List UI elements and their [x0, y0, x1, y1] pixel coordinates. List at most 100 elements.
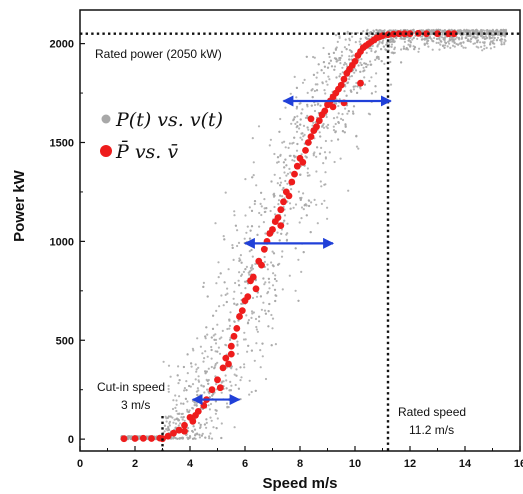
scatter-point-measured	[262, 277, 265, 280]
scatter-point-measured	[349, 89, 352, 92]
scatter-point-measured	[223, 281, 226, 284]
scatter-point-measured	[168, 420, 172, 423]
rated-speed-label-line2: 11.2 m/s	[409, 423, 454, 437]
scatter-point-measured	[197, 421, 200, 425]
scatter-point-measured	[402, 45, 405, 48]
scatter-point-measured	[236, 340, 239, 343]
scatter-point-averaged	[244, 293, 252, 301]
scatter-point-measured	[352, 85, 355, 88]
scatter-point-measured	[450, 28, 453, 31]
scatter-point-measured	[486, 29, 489, 32]
scatter-point-measured	[239, 398, 242, 401]
scatter-point-measured	[176, 437, 179, 440]
scatter-point-measured	[197, 380, 201, 383]
scatter-point-averaged	[406, 30, 414, 38]
scatter-point-measured	[367, 112, 370, 115]
scatter-point-measured	[339, 157, 342, 160]
scatter-point-measured	[218, 337, 221, 340]
scatter-point-averaged	[216, 384, 224, 392]
scatter-point-measured	[269, 138, 272, 141]
scatter-point-measured	[172, 421, 175, 424]
scatter-point-measured	[323, 183, 326, 186]
scatter-point-measured	[321, 124, 324, 127]
scatter-point-measured	[315, 155, 318, 158]
scatter-point-measured	[389, 83, 393, 86]
scatter-point-measured	[293, 136, 296, 139]
scatter-point-measured	[129, 437, 132, 440]
scatter-point-measured	[215, 282, 218, 285]
scatter-point-measured	[449, 38, 452, 42]
scatter-point-averaged	[222, 354, 230, 362]
scatter-point-measured	[503, 41, 506, 44]
scatter-point-measured	[250, 248, 253, 252]
scatter-point-measured	[285, 239, 288, 242]
scatter-point-measured	[253, 202, 256, 206]
scatter-point-measured	[202, 281, 205, 284]
scatter-point-measured	[392, 52, 395, 55]
scatter-point-measured	[255, 184, 258, 187]
scatter-point-measured	[488, 36, 492, 39]
scatter-point-measured	[276, 161, 279, 164]
scatter-point-measured	[346, 30, 349, 33]
scatter-point-measured	[279, 184, 282, 187]
scatter-point-measured	[204, 335, 207, 338]
scatter-point-measured	[465, 30, 469, 33]
scatter-point-measured	[313, 109, 317, 113]
scatter-point-measured	[254, 317, 258, 321]
scatter-point-averaged	[233, 325, 241, 332]
scatter-point-measured	[339, 62, 342, 65]
scatter-point-measured	[427, 45, 430, 48]
scatter-point-measured	[284, 179, 287, 183]
scatter-point-measured	[318, 131, 321, 134]
scatter-point-measured	[346, 81, 349, 85]
scatter-point-measured	[162, 360, 165, 363]
scatter-point-measured	[295, 130, 299, 133]
scatter-point-measured	[174, 406, 177, 409]
scatter-point-measured	[444, 41, 448, 45]
scatter-point-measured	[229, 389, 232, 392]
scatter-point-measured	[251, 267, 255, 270]
scatter-point-measured	[258, 225, 261, 228]
scatter-point-measured	[441, 44, 445, 48]
scatter-point-measured	[441, 36, 444, 39]
scatter-point-measured	[378, 40, 381, 43]
scatter-point-measured	[425, 37, 428, 40]
scatter-point-measured	[284, 106, 287, 109]
scatter-point-measured	[341, 71, 344, 74]
scatter-point-measured	[183, 389, 186, 392]
scatter-point-measured	[250, 269, 253, 272]
scatter-point-measured	[359, 70, 362, 73]
scatter-point-measured	[500, 40, 503, 44]
scatter-point-measured	[195, 368, 198, 371]
scatter-point-measured	[343, 61, 347, 64]
scatter-point-measured	[370, 76, 373, 79]
scatter-point-measured	[328, 78, 331, 81]
scatter-point-measured	[480, 45, 483, 49]
scatter-point-measured	[207, 404, 210, 407]
scatter-point-measured	[233, 426, 236, 429]
scatter-point-averaged	[450, 30, 458, 38]
scatter-point-measured	[356, 91, 359, 94]
scatter-point-averaged	[293, 162, 301, 170]
scatter-point-averaged	[315, 117, 323, 125]
scatter-point-measured	[309, 231, 312, 234]
scatter-point-measured	[267, 277, 270, 280]
scatter-point-measured	[329, 59, 332, 62]
scatter-point-measured	[235, 368, 238, 371]
scatter-point-measured	[298, 127, 301, 130]
scatter-point-measured	[210, 357, 213, 360]
scatter-point-measured	[352, 112, 355, 115]
cut-in-speed-label-line2: 3 m/s	[121, 398, 150, 412]
scatter-point-measured	[215, 309, 218, 312]
scatter-point-measured	[196, 393, 199, 397]
scatter-point-measured	[285, 164, 288, 167]
scatter-point-measured	[286, 182, 289, 185]
scatter-point-measured	[195, 401, 199, 404]
scatter-point-measured	[206, 379, 209, 382]
scatter-point-measured	[458, 32, 461, 35]
scatter-point-measured	[323, 199, 326, 202]
scatter-point-measured	[295, 107, 298, 110]
scatter-point-measured	[373, 30, 376, 33]
scatter-point-measured	[472, 29, 475, 32]
